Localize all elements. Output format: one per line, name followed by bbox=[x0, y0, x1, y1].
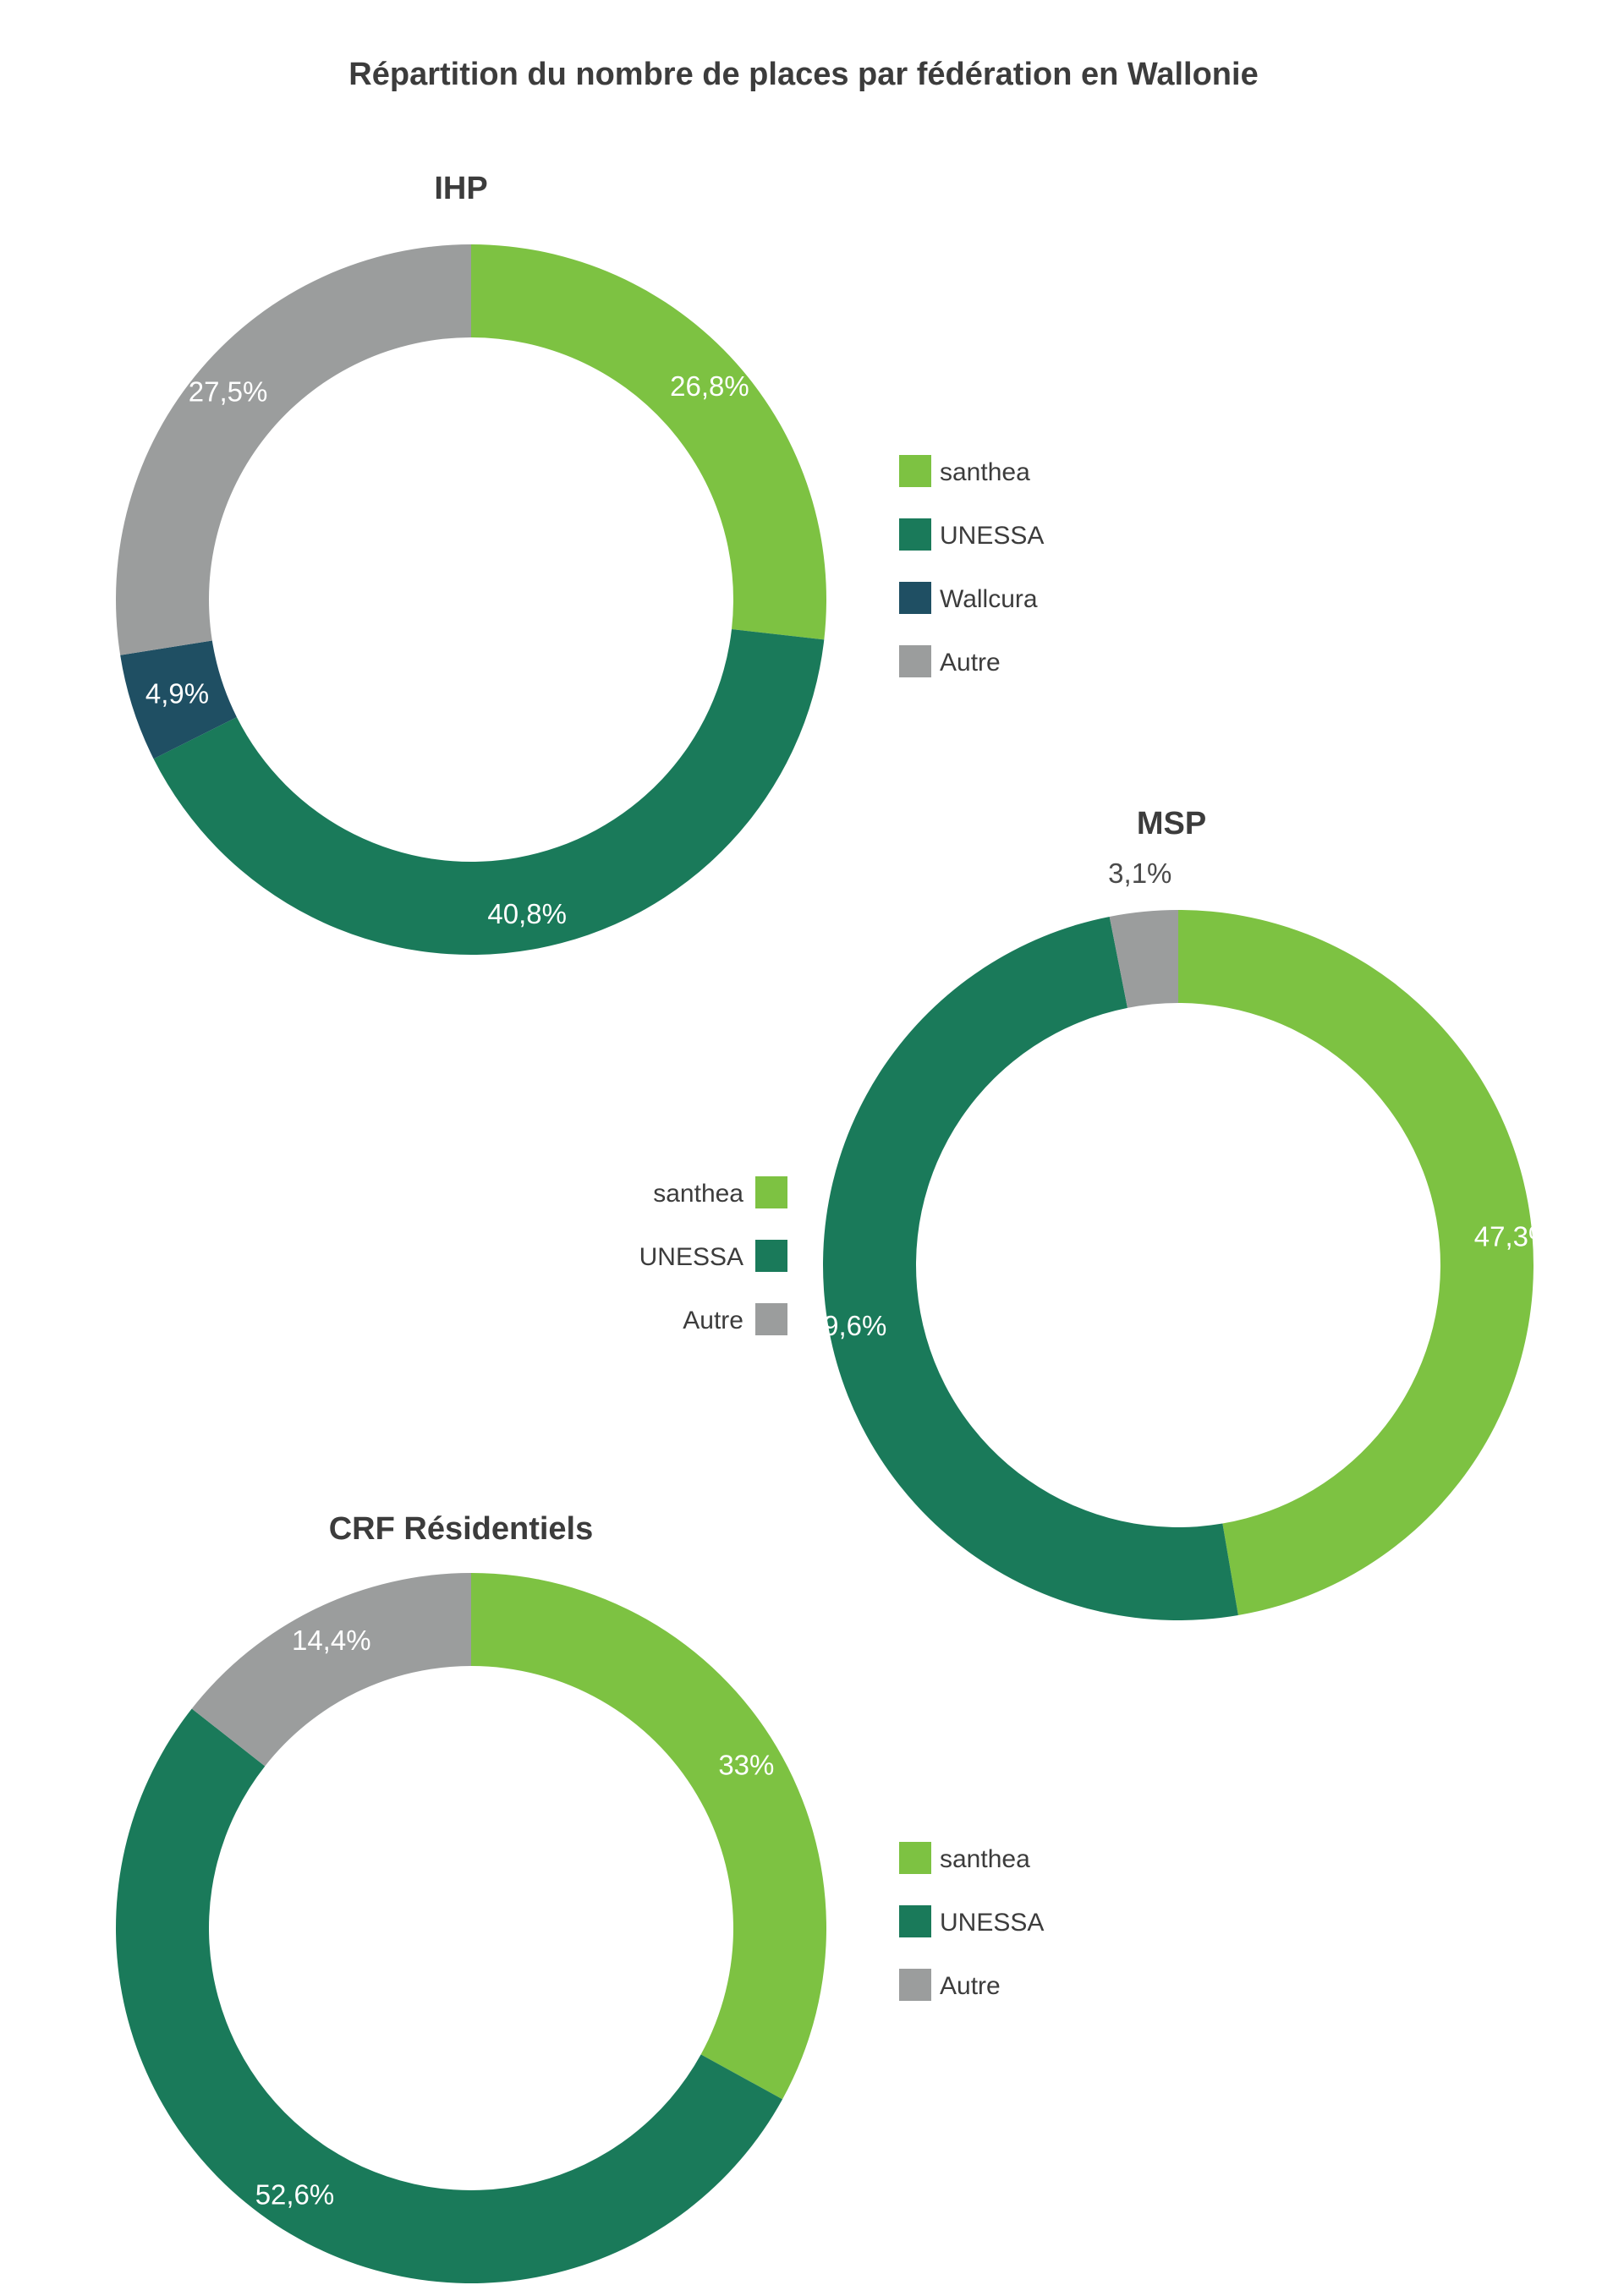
legend-swatch-unessa bbox=[755, 1240, 787, 1272]
slice-value-label: 49,6% bbox=[808, 1310, 887, 1341]
legend-swatch-unessa bbox=[899, 1905, 931, 1937]
legend-swatch-santhea bbox=[899, 1842, 931, 1874]
slice-value-label: 4,9% bbox=[145, 678, 209, 710]
legend-swatch-unessa bbox=[899, 518, 931, 551]
slice-value-label: 26,8% bbox=[670, 370, 749, 402]
slice-value-label: 14,4% bbox=[292, 1625, 371, 1656]
legend-swatch-autre bbox=[899, 1969, 931, 2001]
legend-swatch-autre bbox=[755, 1303, 787, 1335]
slice-autre bbox=[191, 1573, 472, 1767]
slice-value-label: 52,6% bbox=[255, 2178, 335, 2210]
slice-wallcura bbox=[120, 640, 237, 759]
donut-title: CRF Résidentiels bbox=[329, 1511, 594, 1547]
legend-swatch-wallcura bbox=[899, 582, 931, 614]
slice-santhea bbox=[1178, 910, 1533, 1615]
slice-santhea bbox=[471, 244, 826, 640]
legend-swatch-autre bbox=[899, 645, 931, 677]
legend-label: santhea bbox=[940, 458, 1030, 486]
legend-swatch-santhea bbox=[755, 1176, 787, 1208]
donut-chart-3: CRF Résidentiels 33% 52,6% 14,4% santhea UNES… bbox=[115, 1511, 1044, 2284]
legend-label: UNESSA bbox=[940, 522, 1044, 550]
slice-unessa bbox=[823, 916, 1238, 1620]
slice-value-label: 3,1% bbox=[1108, 858, 1171, 889]
slice-unessa bbox=[153, 628, 825, 956]
legend-label: Wallcura bbox=[940, 585, 1038, 613]
legend-label: Autre bbox=[940, 1972, 1001, 2000]
slice-value-label: 27,5% bbox=[189, 376, 268, 408]
donut-title: IHP bbox=[434, 171, 487, 206]
slice-value-label: 47,3% bbox=[1474, 1220, 1554, 1252]
slice-autre bbox=[1109, 910, 1178, 1008]
legend-label: santhea bbox=[940, 1845, 1030, 1873]
legend-label: santhea bbox=[653, 1180, 743, 1208]
legend-label: UNESSA bbox=[940, 1909, 1044, 1937]
legend-label: Autre bbox=[940, 649, 1001, 677]
slice-value-label: 33% bbox=[718, 1750, 774, 1781]
slice-value-label: 40,8% bbox=[487, 898, 567, 929]
slice-unessa bbox=[115, 1708, 783, 2284]
legend-swatch-santhea bbox=[899, 455, 931, 487]
slice-santhea bbox=[471, 1573, 826, 2100]
donut-chart-1: IHP 26,8% 40,8% 4,9% 27,5% santhea UNESSA Wallc… bbox=[115, 171, 1044, 956]
slice-autre bbox=[115, 244, 471, 655]
chart-title: Répartition du nombre de places par fédé… bbox=[348, 57, 1258, 92]
legend-label: Autre bbox=[683, 1307, 743, 1334]
donut-chart-2: MSP 47,3% 49,6% 3,1% santhea UNESSA Autre bbox=[639, 806, 1554, 1620]
legend-label: UNESSA bbox=[639, 1243, 743, 1271]
donut-title: MSP bbox=[1137, 806, 1206, 841]
